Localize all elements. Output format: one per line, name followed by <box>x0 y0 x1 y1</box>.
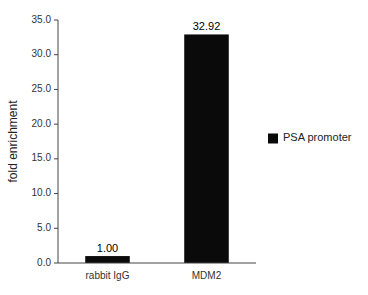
y-tick-label: 25.0 <box>32 83 52 94</box>
y-axis <box>58 20 59 263</box>
data-label: 1.00 <box>97 242 118 254</box>
data-label: 32.92 <box>193 20 221 32</box>
x-tick-label: rabbit IgG <box>86 270 130 281</box>
chart: 0.0 5.0 10.0 15.0 20.0 25.0 30.0 35.0 1.00 32.92 r… <box>0 0 368 295</box>
x-axis <box>58 263 256 264</box>
y-tick <box>54 263 58 264</box>
y-tick <box>54 89 58 90</box>
bar <box>85 256 130 263</box>
y-tick <box>54 193 58 194</box>
y-tick <box>54 54 58 55</box>
x-tick-label: MDM2 <box>192 270 222 281</box>
y-tick-label: 15.0 <box>32 152 52 163</box>
y-tick-label: 20.0 <box>32 118 52 129</box>
y-tick <box>54 20 58 21</box>
y-tick-label: 30.0 <box>32 48 52 59</box>
y-tick-label: 5.0 <box>37 222 51 233</box>
y-tick-label: 35.0 <box>32 14 52 25</box>
y-tick-label: 0.0 <box>37 257 51 268</box>
legend-swatch <box>268 134 278 144</box>
bar <box>184 34 229 263</box>
y-axis-label: fold enrichment <box>6 100 20 183</box>
y-tick <box>54 228 58 229</box>
y-tick <box>54 158 58 159</box>
bars <box>85 34 229 263</box>
legend-label: PSA promoter <box>283 131 352 143</box>
y-tick-label: 10.0 <box>32 187 52 198</box>
y-tick <box>54 124 58 125</box>
